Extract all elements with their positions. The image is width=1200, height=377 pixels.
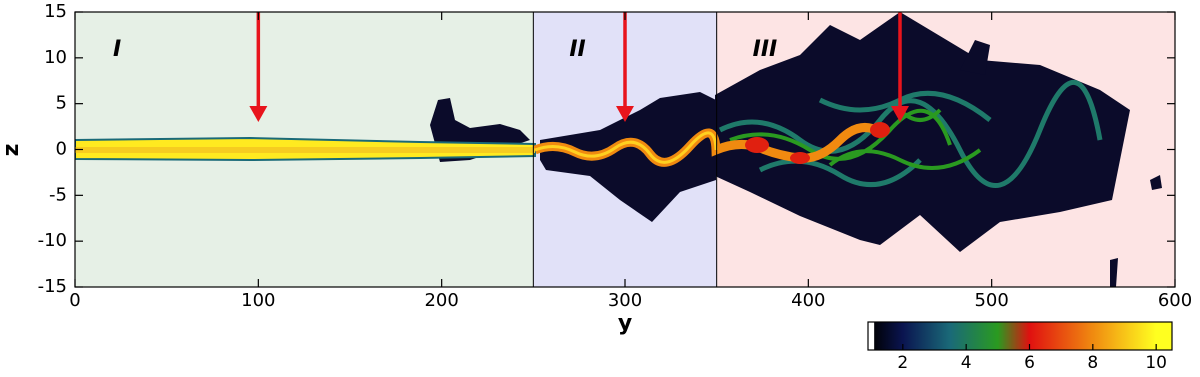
low-density-cloud — [540, 92, 716, 222]
region-label: III — [753, 37, 778, 62]
x-tick-label: 0 — [69, 290, 80, 311]
low-density-cloud — [715, 12, 1130, 252]
colorbar-tick-label: 10 — [1145, 353, 1167, 373]
x-tick-label: 600 — [1158, 290, 1192, 311]
y-tick-label: 15 — [44, 1, 67, 22]
y-axis-label: z — [0, 144, 24, 157]
colorbar-below-range — [868, 322, 875, 350]
y-tick-label: 5 — [56, 93, 67, 114]
region-label: I — [113, 37, 121, 62]
plot-frame — [74, 11, 1176, 288]
y-tick-label: 10 — [44, 47, 67, 68]
colorbar-frame — [867, 321, 1173, 351]
arrow-head — [891, 106, 909, 122]
density-field — [75, 12, 1162, 287]
x-axis-label: y — [618, 311, 632, 336]
y-tick-label: -10 — [38, 230, 67, 251]
region-label: II — [569, 37, 585, 62]
colorbar-tick-label: 4 — [961, 353, 972, 373]
x-tick-label: 500 — [974, 290, 1008, 311]
x-tick-label: 400 — [791, 290, 825, 311]
x-tick-label: 300 — [608, 290, 642, 311]
y-tick-label: -5 — [49, 184, 67, 205]
colorbar-tick-label: 8 — [1087, 353, 1098, 373]
arrow-head — [616, 106, 634, 122]
low-density-blob — [960, 40, 1162, 287]
x-tick-label: 200 — [424, 290, 458, 311]
kinked-sheet-core — [534, 131, 718, 164]
y-tick-label: 0 — [56, 139, 67, 160]
hot-spots — [745, 122, 890, 164]
y-tick-label: -15 — [38, 276, 67, 297]
colorbar — [868, 322, 1172, 350]
arrow-head — [249, 106, 268, 122]
colorbar-tick-label: 2 — [897, 353, 908, 373]
x-tick-label: 100 — [241, 290, 275, 311]
colorbar-tick-label: 6 — [1024, 353, 1035, 373]
